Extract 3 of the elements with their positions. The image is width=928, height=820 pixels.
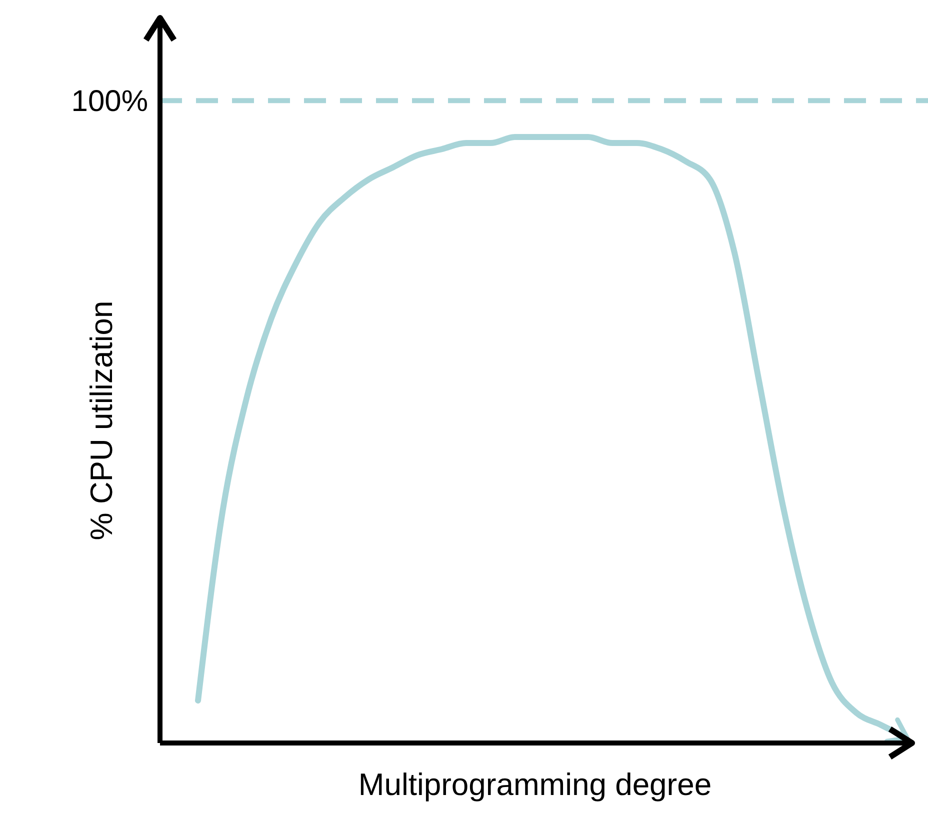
x-axis-title: Multiprogramming degree (358, 767, 712, 802)
y-axis-title: % CPU utilization (84, 300, 119, 540)
text: 100% (71, 85, 148, 118)
